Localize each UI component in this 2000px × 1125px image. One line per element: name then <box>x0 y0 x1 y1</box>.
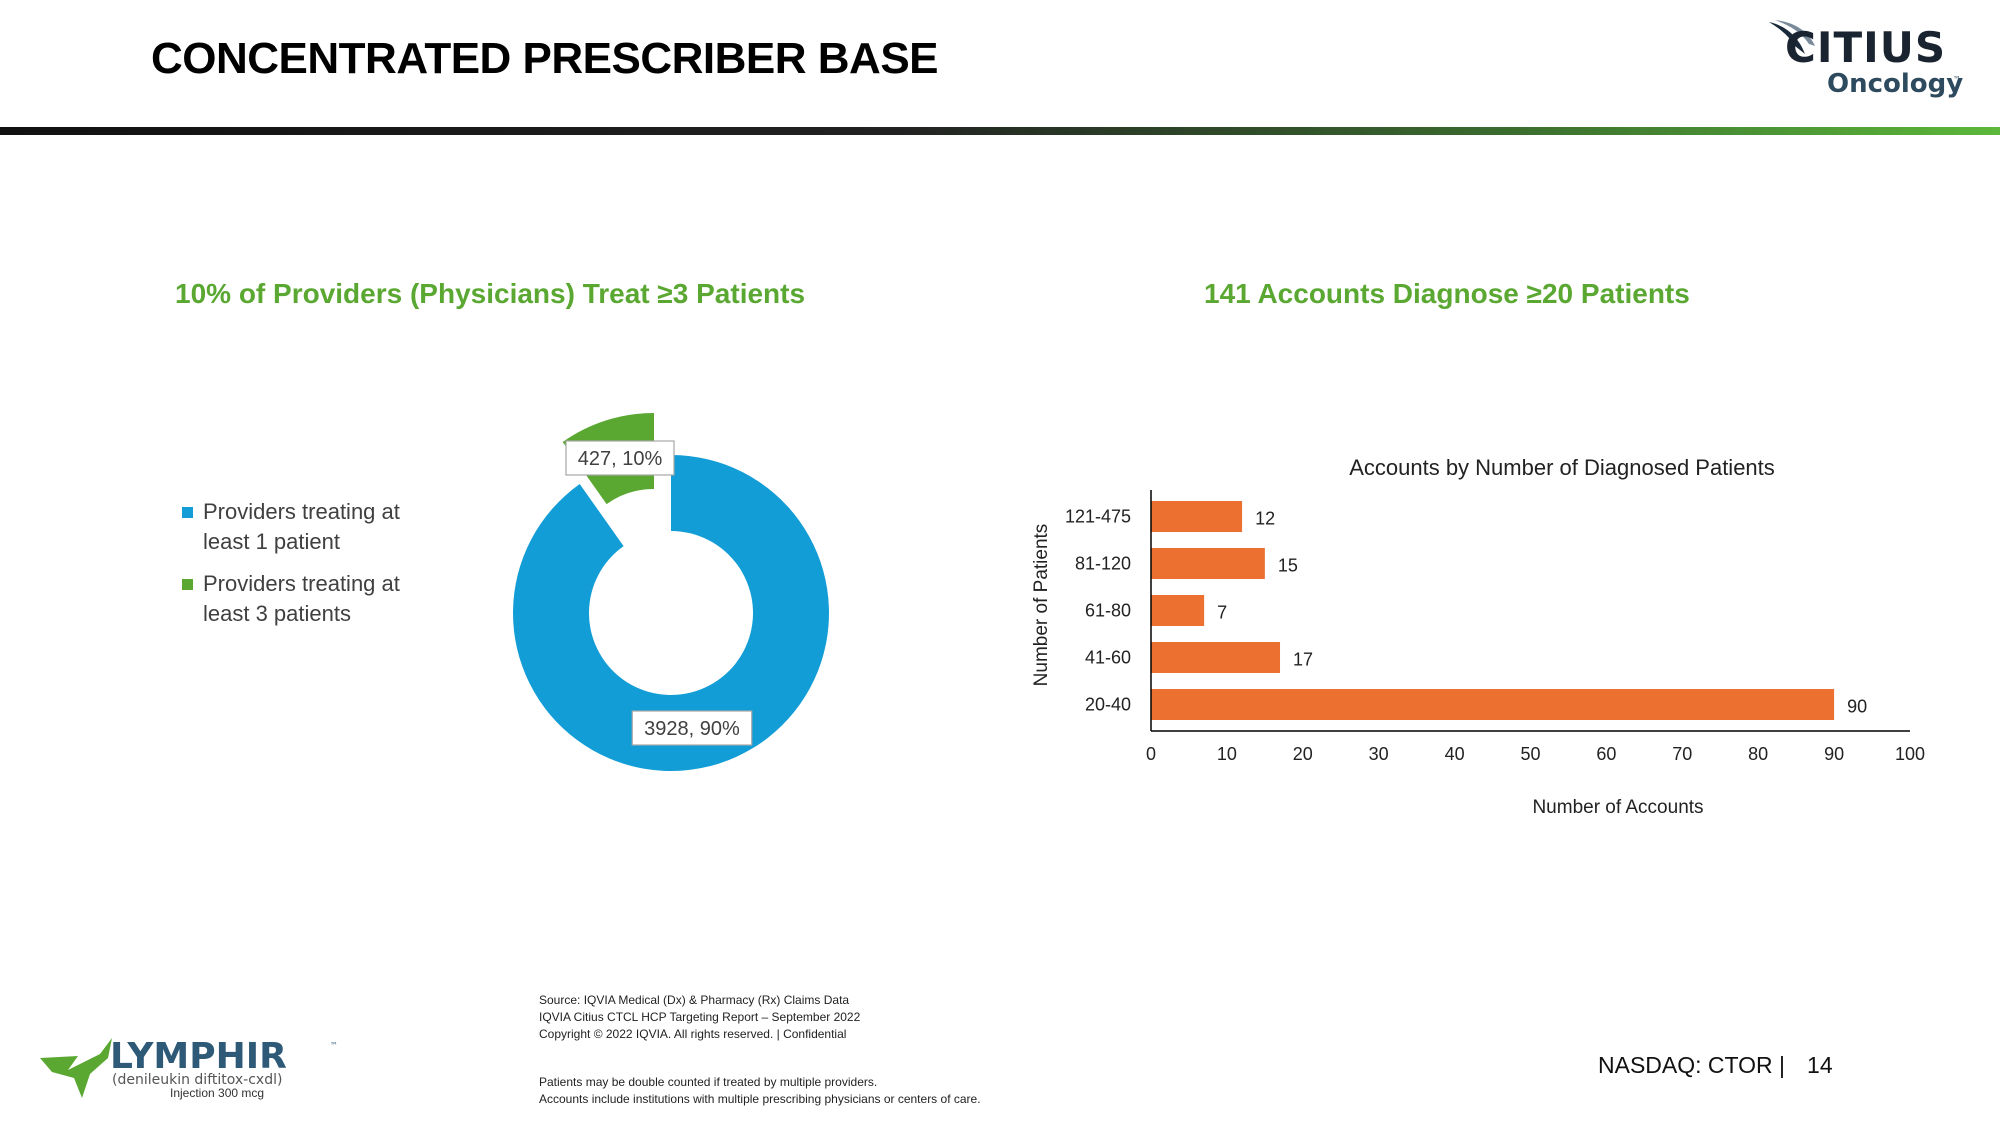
bar-data-label: 17 <box>1293 650 1313 670</box>
y-tick-label: 81-120 <box>1075 554 1131 574</box>
logo-sub: Oncology <box>1827 69 1963 99</box>
footer: NASDAQ: CTOR | 14 <box>1598 1052 1833 1079</box>
x-tick-label: 30 <box>1369 744 1389 764</box>
logo-swoosh-icon <box>1769 22 1805 54</box>
bar <box>1151 501 1243 532</box>
x-tick-label: 0 <box>1146 744 1156 764</box>
donut-data-label: 427, 10% <box>578 448 663 470</box>
footnote-text: Patients may be double counted if treate… <box>539 1075 981 1106</box>
legend-label: Providers treating at least 1 patient <box>203 499 400 554</box>
y-axis-label: Number of Patients <box>1031 524 1052 687</box>
bar-data-label: 12 <box>1255 509 1275 529</box>
lymphir-name: LYMPHIR <box>110 1036 287 1077</box>
citius-oncology-logo: CITIUS Oncology ™ <box>1769 20 1963 99</box>
x-tick-label: 100 <box>1895 744 1925 764</box>
footer-ticker: NASDAQ: CTOR | <box>1598 1052 1786 1078</box>
legend-item-at-least-3: Providers treating at least 3 patients <box>182 569 443 629</box>
bar <box>1151 642 1281 673</box>
bar <box>1151 689 1835 720</box>
x-tick-label: 40 <box>1445 744 1465 764</box>
bar <box>1151 548 1265 579</box>
donut-data-label-box <box>565 440 675 476</box>
left-subhead: 10% of Providers (Physicians) Treat ≥3 P… <box>175 278 806 309</box>
lymphir-bird-icon <box>40 1038 112 1098</box>
donut-slice <box>513 455 829 771</box>
lymphir-generic: (denileukin diftitox-cxdl) <box>112 1072 282 1088</box>
header-divider <box>0 127 2000 135</box>
y-tick-label: 41-60 <box>1085 648 1131 668</box>
legend-label: Providers treating at least 3 patients <box>203 571 400 626</box>
bar <box>1151 595 1205 626</box>
legend-swatch-blue <box>182 507 193 518</box>
donut-legend: Providers treating at least 1 patient Pro… <box>182 497 443 641</box>
x-tick-label: 50 <box>1520 744 1540 764</box>
right-subhead: 141 Accounts Diagnose ≥20 Patients <box>1204 278 1690 309</box>
x-tick-label: 60 <box>1596 744 1616 764</box>
bar-chart-title: Accounts by Number of Diagnosed Patients <box>1349 455 1775 480</box>
x-tick-label: 20 <box>1293 744 1313 764</box>
lymphir-logo: LYMPHIR ™ (denileukin diftitox-cxdl) <box>40 1036 338 1098</box>
logo-name: CITIUS <box>1785 23 1946 72</box>
donut-data-label: 3928, 90% <box>644 718 740 740</box>
y-tick-label: 20-40 <box>1085 695 1131 715</box>
logo-tm: ™ <box>1953 75 1961 84</box>
bar-data-label: 7 <box>1217 603 1227 623</box>
bar-data-label: 90 <box>1847 697 1867 717</box>
x-tick-label: 70 <box>1672 744 1692 764</box>
legend-swatch-green <box>182 579 193 590</box>
x-tick-label: 10 <box>1217 744 1237 764</box>
bar-data-label: 15 <box>1278 556 1298 576</box>
y-tick-label: 121-475 <box>1065 507 1131 527</box>
donut-data-label-box <box>631 710 753 746</box>
page-title: CONCENTRATED PRESCRIBER BASE <box>151 34 939 83</box>
source-text: Source: IQVIA Medical (Dx) & Pharmacy (R… <box>539 993 861 1041</box>
page-number: 14 <box>1807 1052 1833 1078</box>
product-form: Injection 300 mcg <box>170 1086 265 1100</box>
x-tick-label: 90 <box>1824 744 1844 764</box>
legend-item-at-least-1: Providers treating at least 1 patient <box>182 497 443 557</box>
lymphir-tm: ™ <box>330 1041 338 1050</box>
y-tick-label: 61-80 <box>1085 601 1131 621</box>
x-tick-label: 80 <box>1748 744 1768 764</box>
x-axis-label: Number of Accounts <box>1532 797 1703 818</box>
